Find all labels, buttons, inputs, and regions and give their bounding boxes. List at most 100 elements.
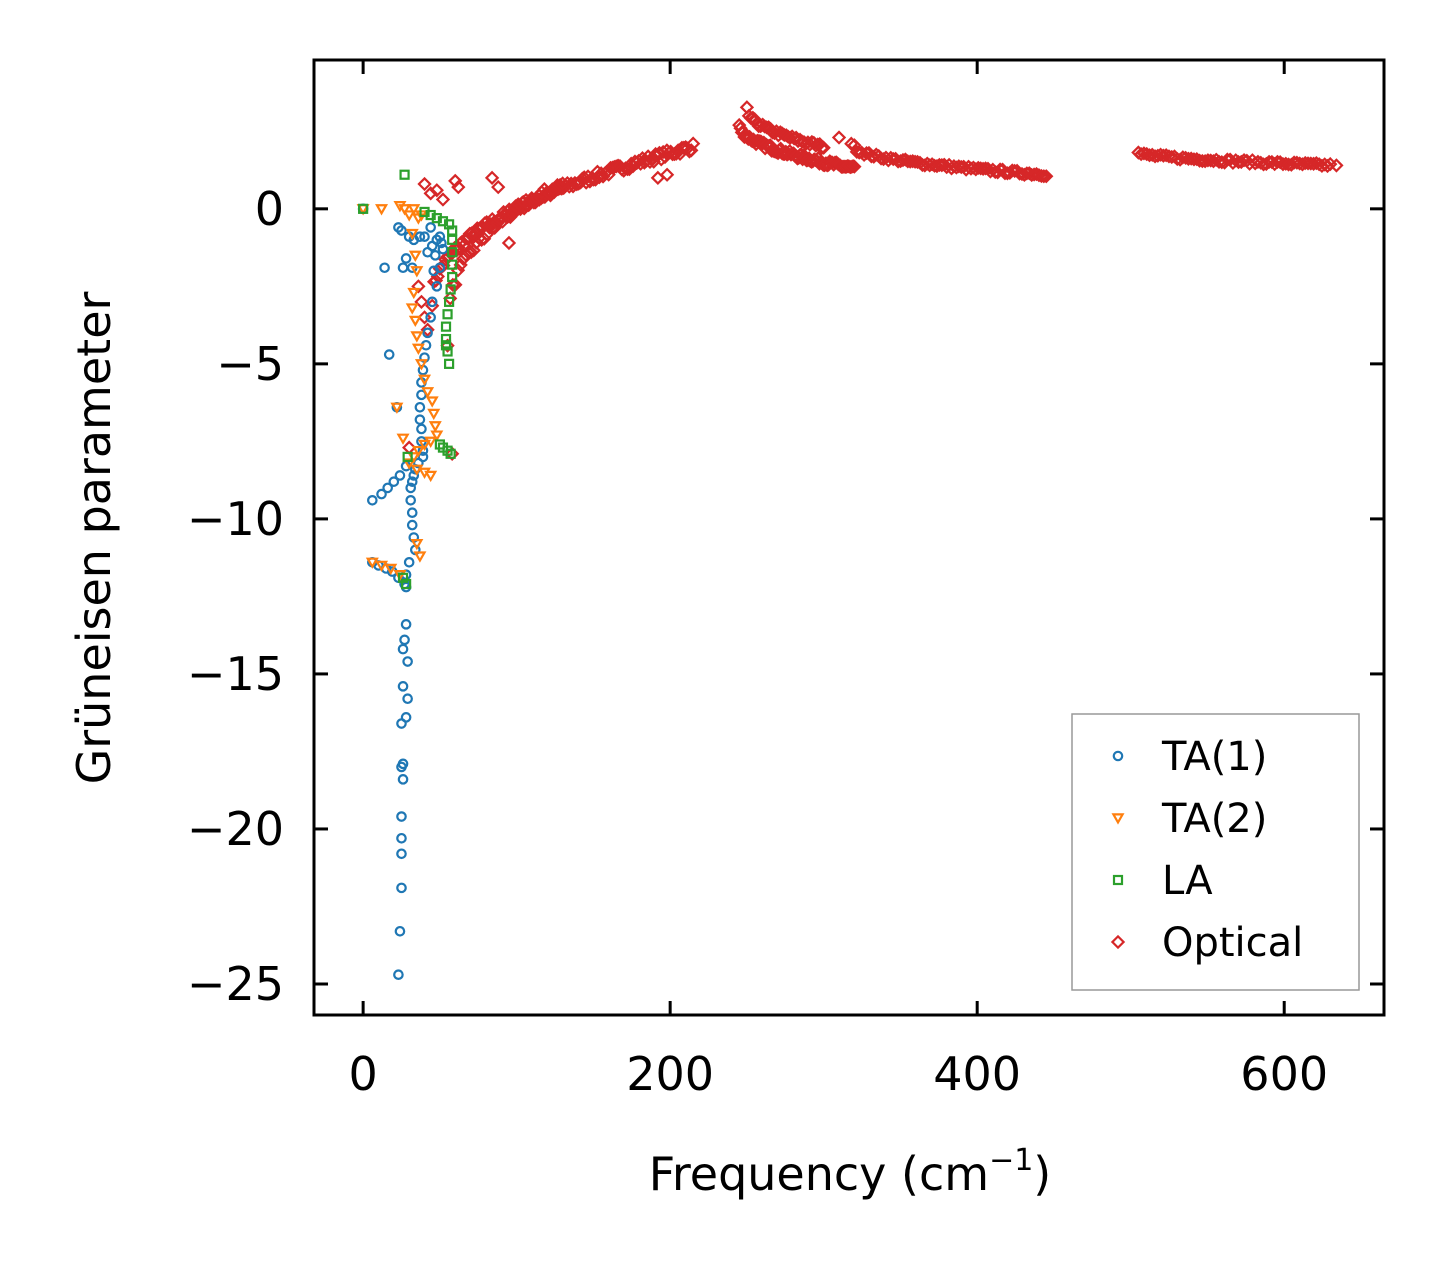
point-optical: [500, 209, 515, 225]
point-la: [440, 333, 452, 345]
x-axis-title: Frequency (cm−1): [649, 1143, 1052, 1201]
series-optical: [402, 100, 1344, 461]
point-ta-1-: [379, 262, 390, 274]
point-ta-1-: [422, 327, 433, 339]
point-ta-1-: [416, 423, 427, 435]
point-la: [358, 203, 369, 214]
point-ta-1-: [436, 237, 447, 249]
point-optical: [534, 185, 549, 200]
y-tick-label: −20: [187, 802, 284, 856]
point-ta-2-: [405, 303, 419, 315]
point-ta-2-: [405, 228, 419, 241]
point-ta-1-: [414, 401, 426, 413]
legend-label-ta-1-: TA(1): [1161, 734, 1267, 780]
point-optical: [844, 136, 859, 151]
point-ta-2-: [425, 396, 439, 408]
y-tick-label: −15: [187, 647, 284, 701]
point-ta-1-: [376, 488, 387, 500]
series-la: [358, 169, 458, 590]
point-optical: [477, 231, 492, 246]
legend-marker-ta-1-: [1112, 750, 1124, 762]
point-ta-2-: [410, 266, 424, 278]
point-la: [447, 225, 458, 236]
point-ta-1-: [402, 693, 413, 705]
point-ta-2-: [430, 430, 444, 442]
point-ta-2-: [424, 470, 438, 483]
point-la: [445, 284, 456, 295]
point-optical: [435, 192, 451, 207]
point-optical: [501, 235, 517, 251]
point-ta-2-: [427, 408, 441, 421]
point-optical: [890, 154, 906, 169]
point-ta-2-: [410, 539, 424, 551]
legend-marker-la: [1112, 874, 1124, 886]
point-ta-2-: [365, 557, 379, 569]
point-la: [443, 358, 455, 369]
legend-label-ta-2-: TA(2): [1161, 796, 1267, 842]
point-optical: [445, 277, 460, 293]
point-ta-1-: [396, 761, 407, 773]
point-optical: [1036, 169, 1051, 184]
point-ta-2-: [411, 343, 425, 355]
point-ta-2-: [408, 315, 422, 328]
point-optical: [951, 159, 966, 174]
point-optical: [414, 294, 429, 310]
point-ta-1-: [397, 643, 409, 655]
point-ta-2-: [411, 445, 425, 458]
point-optical: [849, 144, 864, 159]
point-optical: [1161, 149, 1177, 164]
point-ta-1-: [397, 774, 409, 785]
point-ta-1-: [402, 656, 413, 667]
point-ta-1-: [426, 296, 438, 308]
point-ta-1-: [394, 925, 406, 937]
point-ta-1-: [414, 414, 426, 425]
point-ta-2-: [398, 204, 412, 216]
point-ta-2-: [414, 359, 428, 371]
point-ta-1-: [393, 969, 404, 980]
point-ta-1-: [425, 222, 436, 233]
point-ta-1-: [431, 281, 443, 292]
point-ta-1-: [425, 312, 436, 323]
point-ta-1-: [434, 262, 446, 274]
point-ta-1-: [434, 231, 446, 243]
point-ta-2-: [402, 458, 416, 470]
point-ta-1-: [396, 225, 407, 236]
point-ta-1-: [399, 634, 410, 646]
point-optical: [411, 279, 426, 294]
point-ta-1-: [396, 848, 407, 860]
point-ta-2-: [390, 402, 404, 414]
point-optical: [1203, 153, 1218, 168]
point-ta-1-: [394, 470, 406, 481]
y-tick-label: 0: [255, 182, 284, 236]
point-optical: [429, 183, 444, 198]
x-tick-label: 200: [626, 1047, 714, 1101]
point-la: [443, 296, 455, 307]
point-optical: [1134, 146, 1149, 162]
y-axis-title: Grüneisen parameter: [67, 291, 121, 784]
point-ta-2-: [410, 331, 424, 343]
point-optical: [1329, 158, 1344, 173]
point-ta-1-: [400, 253, 412, 264]
point-ta-2-: [418, 374, 432, 386]
point-optical: [975, 161, 991, 176]
point-optical: [443, 291, 458, 306]
point-ta-1-: [396, 832, 407, 844]
point-optical: [487, 220, 502, 236]
data-marks: [356, 100, 1344, 980]
point-ta-1-: [406, 476, 418, 487]
point-ta-2-: [407, 287, 421, 300]
point-optical: [505, 207, 521, 222]
point-optical: [659, 167, 675, 182]
point-ta-1-: [406, 519, 418, 531]
point-optical: [503, 209, 518, 225]
point-la: [440, 321, 452, 332]
point-optical: [461, 245, 476, 260]
point-optical: [428, 273, 444, 288]
legend-marker-ta-2-: [1111, 813, 1125, 825]
x-tick-label: 600: [1240, 1047, 1328, 1101]
point-la: [442, 346, 453, 357]
point-optical: [1039, 169, 1054, 184]
point-optical: [1303, 156, 1318, 171]
point-optical: [417, 310, 432, 325]
